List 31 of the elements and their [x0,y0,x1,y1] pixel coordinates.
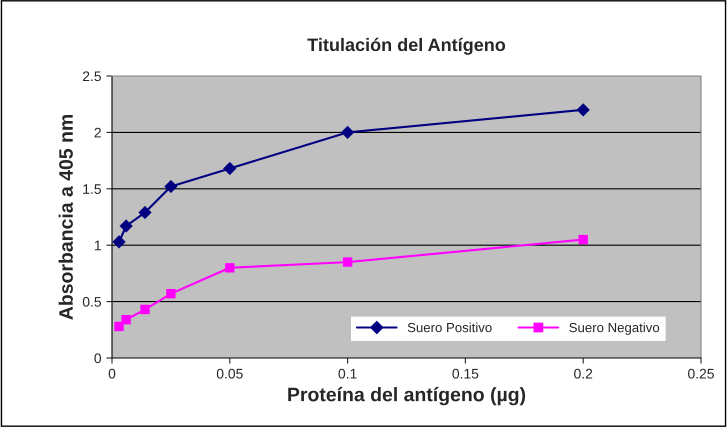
point [140,304,150,314]
point [112,235,126,248]
x-tick-label: 0.25 [688,368,714,379]
point [225,263,234,272]
y-tick-label: 1 [94,240,101,250]
x-tick-label: 0.2 [574,368,592,379]
point [121,314,131,324]
legend-label: Suero Negativo [569,322,660,335]
x-tick-label: 0 [108,368,116,379]
point [138,206,152,219]
point [342,257,352,267]
y-tick-label: 0.5 [82,296,102,307]
legend-label: Suero Positivo [408,322,492,332]
x-tick-label: 0.05 [216,368,243,379]
point [166,289,176,298]
y-tick-label: 2 [94,128,101,138]
point [341,126,354,139]
point [164,180,178,193]
x-tick-label: 0.15 [452,368,478,379]
point [120,220,133,232]
point [114,322,124,332]
y-tick-label: 0 [94,353,102,364]
x-axis-title: Proteína del antígeno (µg) [288,386,526,406]
point [223,162,236,175]
point [576,103,590,116]
y-tick-label: 2.5 [82,71,102,82]
y-tick-label: 1.5 [83,184,102,194]
point [578,234,588,244]
y-axis-title: Absorbancia a 405 nm [58,114,73,320]
chart-title: Titulación del Antígeno [307,38,506,55]
x-tick-label: 0.1 [338,368,357,379]
